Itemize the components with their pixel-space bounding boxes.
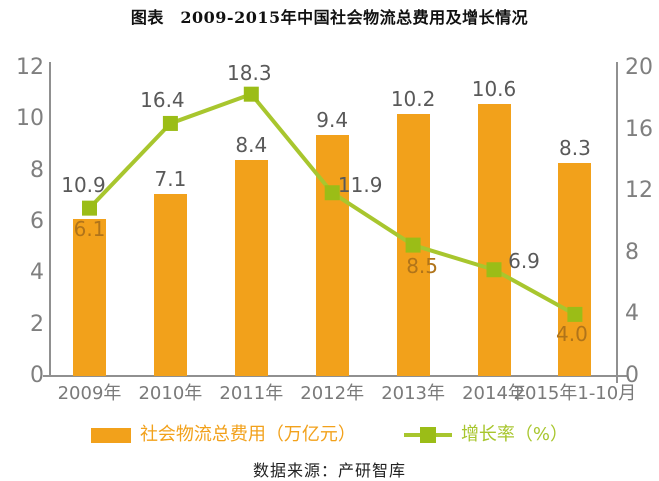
right-axis-line: [616, 62, 618, 383]
line-marker: [82, 200, 97, 216]
right-axis-tick: 12: [625, 178, 653, 204]
legend-item-cost: 社会物流总费用（万亿元）: [90, 424, 356, 445]
right-axis-tick: 8: [625, 239, 639, 265]
data-source: 数据来源：产研智库: [252, 461, 406, 480]
category-label: 2013年: [381, 383, 445, 404]
rate-value-label: 11.9: [337, 172, 383, 197]
bar: [153, 193, 187, 376]
x-axis-line: [43, 375, 628, 377]
bar-value-label: 10.2: [390, 87, 436, 112]
bar: [234, 160, 268, 376]
left-axis-tick: 12: [16, 55, 44, 80]
legend-label-rate: 增长率（%）: [460, 424, 569, 445]
right-axis-tick: 20: [625, 55, 653, 80]
rate-value-label: 18.3: [227, 61, 272, 86]
chart-title: 图表 2009-2015年中国社会物流总费用及增长情况: [130, 8, 529, 27]
rate-value-label: 4.0: [555, 322, 588, 347]
rate-value-label: 8.5: [406, 254, 438, 279]
bar-swatch-icon: [90, 427, 131, 443]
left-axis-tick: 2: [30, 311, 44, 337]
bar-value-label: 7.1: [154, 166, 187, 191]
left-axis-tick: 8: [30, 157, 44, 183]
legend-label-cost: 社会物流总费用（万亿元）: [139, 424, 356, 445]
category-label: 2010年: [138, 383, 203, 404]
left-axis-line: [49, 62, 51, 377]
left-axis-tick: 6: [30, 209, 44, 234]
left-axis-tick: 0: [30, 363, 44, 388]
right-axis-tick: 0: [625, 363, 639, 388]
bar: [315, 134, 349, 376]
category-label: 2014年: [462, 383, 526, 404]
bar-value-label: 8.4: [235, 133, 268, 158]
category-label: 2015年1-10月: [513, 383, 637, 404]
category-label: 2011年: [219, 383, 284, 404]
line-marker: [162, 115, 178, 131]
bar: [396, 114, 430, 376]
bar: [73, 219, 106, 376]
left-axis-tick: 10: [16, 106, 44, 132]
rate-value-label: 16.4: [140, 88, 185, 113]
legend: 社会物流总费用（万亿元） 增长率（%）: [0, 426, 659, 444]
bar-value-label: 10.6: [471, 76, 517, 101]
rate-value-label: 6.9: [508, 248, 540, 273]
bar: [477, 103, 511, 376]
rate-value-label: 10.9: [61, 173, 106, 198]
category-label: 2012年: [300, 383, 365, 404]
bar-value-label: 8.3: [558, 135, 591, 160]
legend-item-rate: 增长率（%）: [403, 424, 569, 445]
bar-value-label: 6.1: [73, 217, 106, 242]
line-marker-swatch-icon: [403, 427, 452, 443]
right-axis-tick: 16: [625, 116, 653, 142]
right-axis-tick: 4: [625, 301, 639, 327]
bar-value-label: 9.4: [316, 107, 349, 132]
line-marker: [243, 86, 259, 102]
category-label: 2009年: [57, 383, 122, 404]
left-axis-tick: 4: [30, 260, 44, 286]
